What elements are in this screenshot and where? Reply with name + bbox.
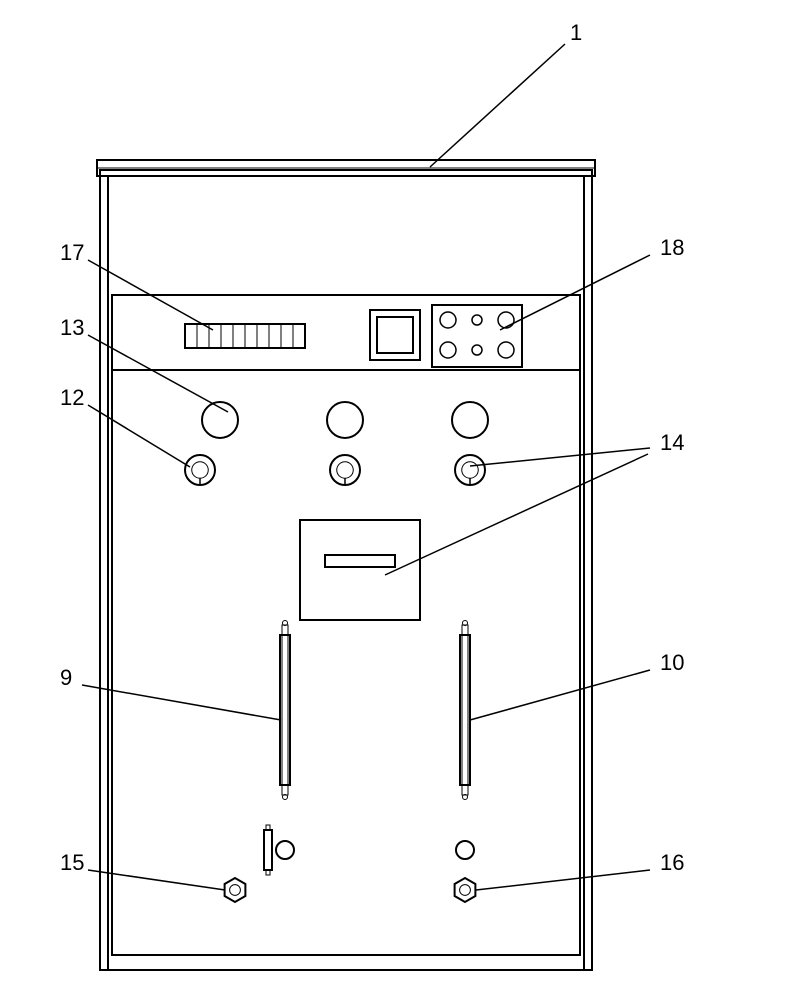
callout-label-18: 18 (660, 235, 684, 260)
callout-label-14: 14 (660, 430, 684, 455)
callout-label-9: 9 (60, 665, 72, 690)
callout-label-16: 16 (660, 850, 684, 875)
callout-label-13: 13 (60, 315, 84, 340)
callout-label-15: 15 (60, 850, 84, 875)
callout-label-12: 12 (60, 385, 84, 410)
callout-label-17: 17 (60, 240, 84, 265)
callout-label-10: 10 (660, 650, 684, 675)
callout-label-1: 1 (570, 20, 582, 45)
